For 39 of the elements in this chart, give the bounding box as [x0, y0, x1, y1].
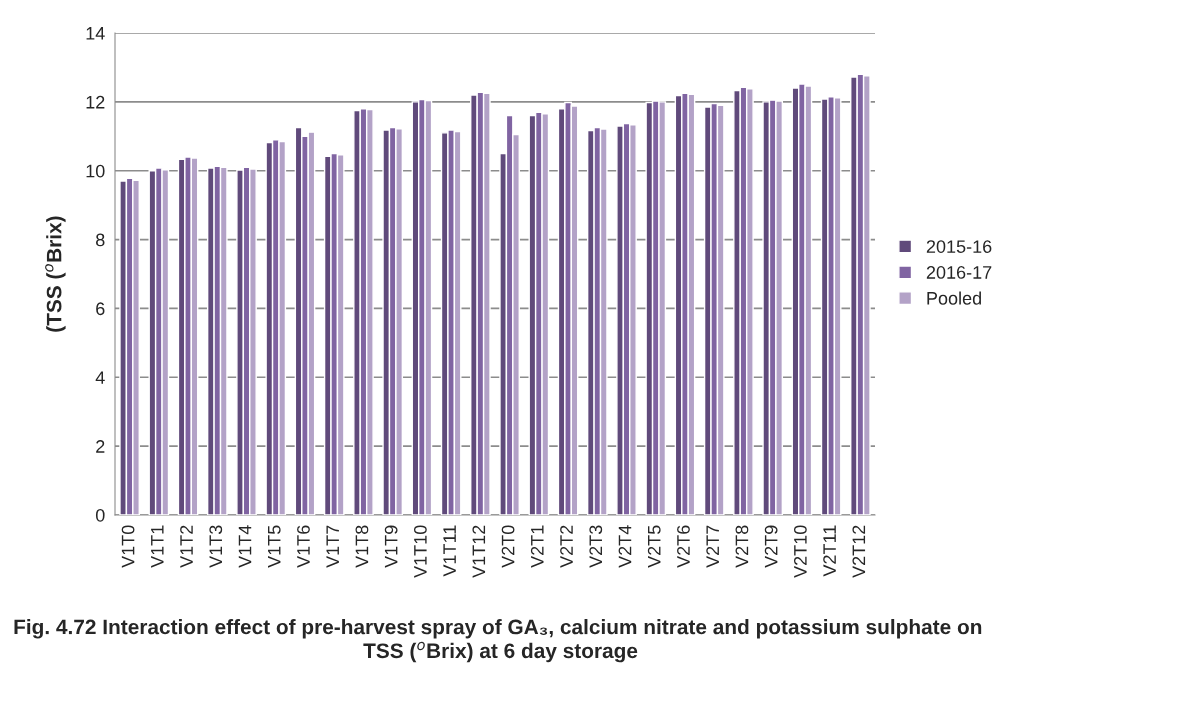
y-tick-label: 2	[96, 440, 105, 453]
x-tick-label: V1T0	[121, 525, 135, 568]
x-tick-label: V1T6	[297, 525, 310, 568]
x-tick-label: V1T2	[180, 525, 193, 568]
x-tick-label: V1T10	[413, 525, 427, 578]
x-tick-label: V1T1	[151, 525, 164, 568]
x-tick-label: V2T5	[647, 525, 661, 568]
x-tick-label: V2T3	[589, 525, 603, 568]
text: Fig. 4.72 Interaction effect of pre-harvest spray of GA₃, calcium nitrate and potassium sulphate on TSS ($^{o}$Brix) at 6 day storage	[14, 619, 982, 663]
x-tick-label: V2T9	[764, 525, 778, 568]
y-tick-label: 6	[96, 302, 105, 316]
x-tick-label: V1T11	[443, 525, 456, 577]
x-tick-label: V1T9	[384, 525, 398, 568]
legend-label: Pooled	[927, 291, 981, 305]
x-tick-label: V2T12	[852, 525, 866, 578]
x-tick-label: V1T7	[326, 525, 339, 568]
x-tick-label: V1T8	[355, 525, 369, 568]
y-tick-label: 14	[86, 27, 105, 40]
x-tick-label: V2T11	[823, 525, 836, 577]
x-tick-label: V2T1	[530, 525, 544, 568]
x-tick-label: V2T4	[618, 525, 632, 568]
x-tick-label: V2T10	[793, 525, 807, 578]
x-tick-label: V1T4	[238, 525, 252, 568]
y-axis-title: (TSS ($^{o}$Brix)	[45, 216, 66, 332]
x-tick-label: V2T2	[560, 525, 573, 568]
x-tick-label: V2T8	[735, 525, 749, 568]
y-tick-label: 0	[95, 508, 105, 522]
y-tick-label: 4	[95, 371, 105, 384]
x-tick-label: V2T0	[501, 525, 515, 568]
x-tick-label: V2T7	[706, 525, 719, 568]
y-tick-label: 12	[86, 95, 105, 109]
legend-label: 2015-16	[926, 240, 992, 253]
x-tick-label: V1T12	[472, 525, 486, 578]
x-tick-label: V1T3	[209, 525, 223, 568]
y-tick-label: 8	[96, 233, 105, 247]
legend-label: 2016-17	[926, 266, 992, 279]
x-tick-label: V1T5	[268, 525, 281, 568]
y-tick-label: 10	[86, 164, 105, 178]
x-tick-label: V2T6	[677, 525, 690, 568]
